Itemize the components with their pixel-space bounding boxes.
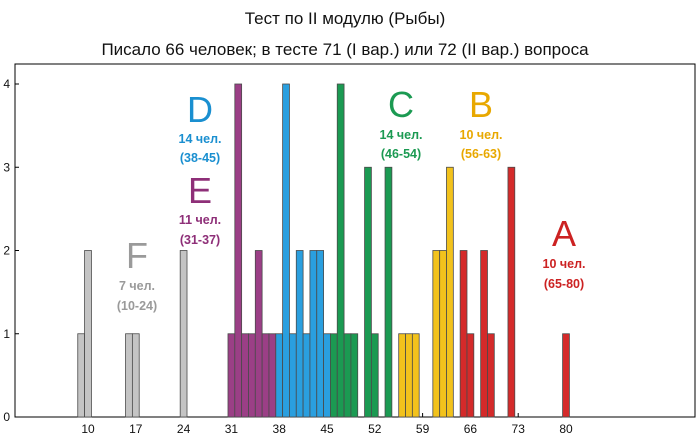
bar [411, 333, 420, 418]
bar [248, 333, 256, 418]
bar [261, 333, 270, 418]
x-tick-label: 45 [320, 422, 334, 436]
y-tick-label: 4 [3, 77, 10, 91]
bar [384, 166, 393, 418]
bar [432, 250, 441, 418]
x-tick-label: 24 [177, 422, 191, 436]
bar [370, 333, 379, 418]
x-tick-label: 73 [512, 422, 526, 436]
group-letter-f: F [126, 235, 148, 276]
bar [316, 250, 324, 418]
bar [282, 83, 290, 418]
plot-area: 0 1 2 3 4 10 17 24 31 38 45 52 59 66 73 80 F 7 чел. (10-24… [3, 63, 696, 436]
y-tick-label: 0 [3, 410, 10, 424]
bar [275, 333, 284, 418]
x-tick-label: 80 [559, 422, 573, 436]
group-letter-d: D [187, 89, 213, 130]
bar [77, 333, 85, 418]
chart-subtitle: Писало 66 человек; в тесте 71 (I вар.) и… [101, 40, 589, 59]
bar [459, 250, 468, 418]
group-count-f: 7 чел. [119, 279, 155, 293]
bar [268, 333, 277, 418]
bar [336, 83, 345, 418]
bar [227, 333, 236, 418]
bar [125, 333, 133, 418]
bar [234, 83, 243, 418]
group-range-c: (46-54) [381, 147, 421, 161]
x-tick-label: 17 [129, 422, 143, 436]
bar [309, 250, 318, 418]
y-tick-label: 2 [3, 244, 10, 258]
x-tick-label: 10 [81, 422, 95, 436]
bar [84, 250, 92, 418]
group-range-b: (56-63) [461, 147, 501, 161]
bar [254, 250, 263, 418]
bar [405, 333, 413, 418]
x-tick-label: 38 [273, 422, 287, 436]
bar [343, 333, 352, 418]
bar [323, 333, 331, 418]
group-range-a: (65-80) [544, 277, 584, 291]
bar [131, 333, 140, 418]
group-letter-e: E [188, 170, 212, 211]
group-count-a: 10 чел. [543, 257, 586, 271]
bar [350, 333, 359, 418]
x-tick-label: 66 [464, 422, 478, 436]
y-tick-label: 1 [3, 327, 10, 341]
bar [487, 333, 495, 418]
bar [439, 250, 447, 418]
bar [330, 333, 338, 418]
bar [179, 250, 188, 418]
group-range-f: (10-24) [117, 299, 157, 313]
x-tick-label: 59 [416, 422, 430, 436]
group-range-e: (31-37) [180, 233, 220, 247]
group-letter-b: B [469, 84, 493, 125]
bar [295, 250, 304, 418]
y-tick-label: 3 [3, 160, 10, 174]
bar [466, 333, 475, 418]
bar [446, 166, 454, 418]
group-count-c: 14 чел. [380, 128, 423, 142]
bar [289, 333, 297, 418]
chart-title: Тест по II модулю (Рыбы) [245, 9, 446, 28]
group-count-e: 11 чел. [179, 213, 221, 227]
bar [480, 250, 488, 418]
bar [302, 333, 311, 418]
bar [241, 333, 249, 418]
bar [562, 333, 570, 418]
group-range-d: (38-45) [180, 151, 220, 165]
x-tick-label: 52 [368, 422, 382, 436]
x-tick-label: 31 [225, 422, 239, 436]
group-count-d: 14 чел. [179, 132, 222, 146]
bar [507, 166, 516, 418]
bar [364, 166, 372, 418]
group-letter-a: A [552, 213, 576, 254]
bar [398, 333, 406, 418]
group-letter-c: C [388, 84, 414, 125]
group-count-b: 10 чел. [460, 128, 503, 142]
